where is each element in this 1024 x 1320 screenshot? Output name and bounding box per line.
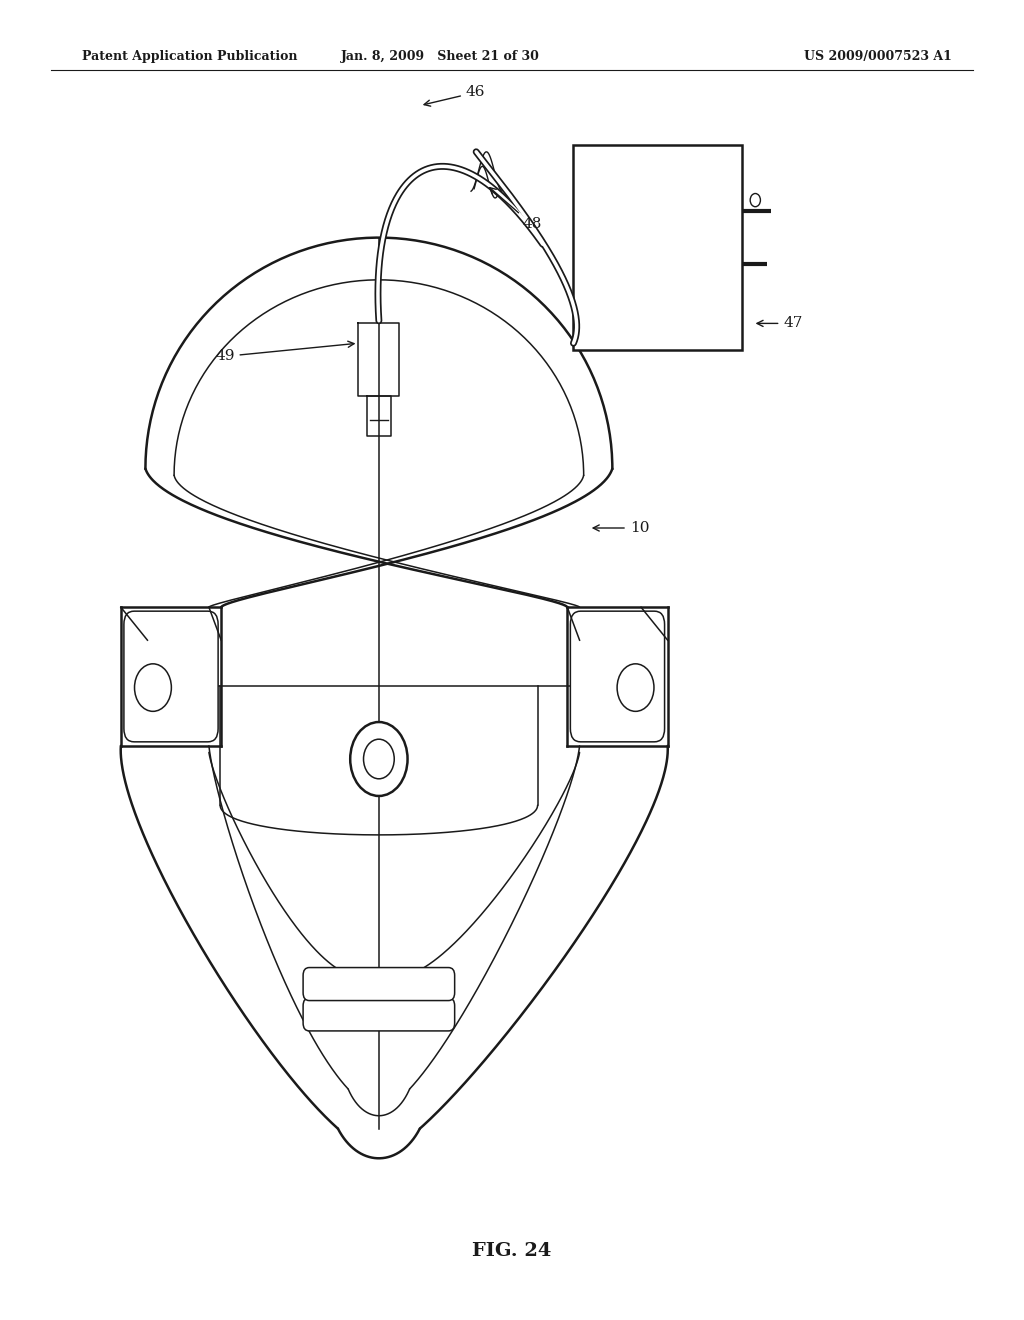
Text: 48: 48 [489, 187, 542, 231]
FancyBboxPatch shape [124, 611, 218, 742]
Circle shape [617, 664, 654, 711]
Circle shape [350, 722, 408, 796]
Text: 47: 47 [757, 317, 803, 330]
Text: 49: 49 [215, 341, 354, 363]
Text: 10: 10 [593, 521, 649, 535]
Circle shape [364, 739, 394, 779]
Circle shape [134, 664, 171, 711]
FancyBboxPatch shape [570, 611, 665, 742]
Text: 46: 46 [424, 86, 485, 106]
Text: Patent Application Publication: Patent Application Publication [82, 50, 297, 63]
Text: US 2009/0007523 A1: US 2009/0007523 A1 [805, 50, 952, 63]
Bar [573, 145, 742, 350]
Text: Jan. 8, 2009   Sheet 21 of 30: Jan. 8, 2009 Sheet 21 of 30 [341, 50, 540, 63]
FancyBboxPatch shape [303, 968, 455, 1001]
FancyBboxPatch shape [303, 998, 455, 1031]
Text: FIG. 24: FIG. 24 [472, 1242, 552, 1261]
Circle shape [751, 194, 761, 207]
